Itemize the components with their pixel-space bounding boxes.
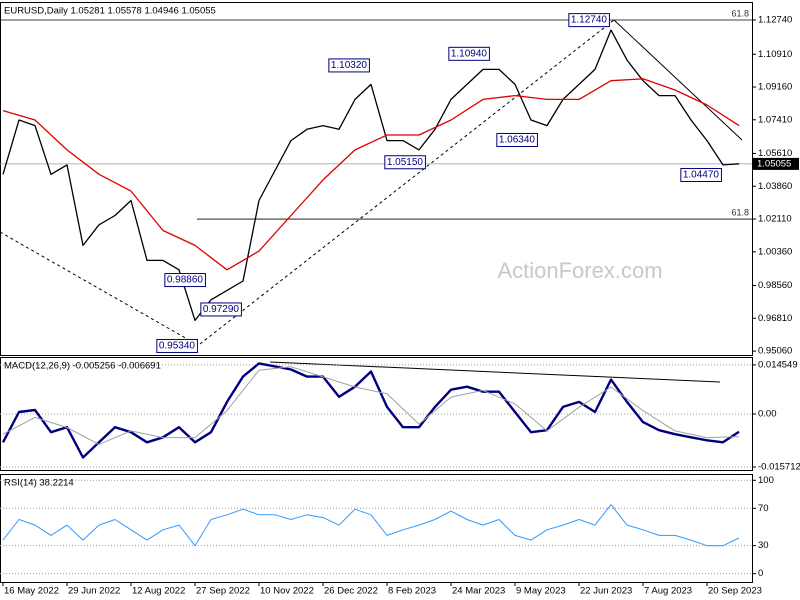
panel-frame <box>0 474 753 583</box>
y-tick-label: 0.98560 <box>758 280 792 291</box>
panel-title: RSI(14) 38.2214 <box>4 478 74 489</box>
annotation-box <box>680 167 722 182</box>
y-tick-label: 1.09160 <box>758 82 792 93</box>
annotation-label: 1.05150 <box>387 157 424 168</box>
y-tick-label: 30 <box>758 540 769 551</box>
y-tick-label: -0.015712 <box>758 462 800 473</box>
series-line <box>2 29 740 322</box>
x-tick-label: 26 Dec 2022 <box>324 586 378 597</box>
x-tick-label: 24 Mar 2023 <box>452 586 505 597</box>
y-tick-label: 1.03860 <box>758 181 792 192</box>
series-line <box>2 366 740 445</box>
annotation-box <box>568 13 610 28</box>
series-line <box>2 78 740 271</box>
annotation-label: 1.10320 <box>331 60 368 71</box>
trend-line <box>199 19 615 345</box>
annotation-label: 1.04470 <box>683 169 720 180</box>
level-label: 61.8 <box>731 8 749 18</box>
x-tick-label: 20 Sep 2023 <box>708 586 762 597</box>
annotation-box <box>448 46 490 61</box>
x-tick-label: 9 May 2023 <box>516 586 566 597</box>
y-tick-label: 100 <box>758 475 774 486</box>
trend-line <box>0 231 197 345</box>
watermark: ActionForex.com <box>497 258 662 283</box>
annotation-label: 1.06340 <box>499 134 536 145</box>
annotation-box <box>200 302 242 317</box>
annotation-label: 1.10940 <box>451 48 488 59</box>
panel-frame <box>0 2 753 356</box>
annotation-label: 1.12740 <box>571 15 608 26</box>
annotation-box <box>328 58 370 73</box>
y-tick-label: 70 <box>758 503 769 514</box>
y-tick-label: 1.12740 <box>758 14 792 25</box>
y-tick-label: 1.05610 <box>758 148 792 159</box>
annotation-label: 0.98860 <box>167 275 204 286</box>
panel-title: MACD(12,26,9) -0.005256 -0.006691 <box>4 361 161 372</box>
level-label: 61.8 <box>731 207 749 217</box>
last-price-label: 1.05055 <box>757 158 791 169</box>
annotation-box <box>164 273 206 288</box>
y-tick-label: 0.00 <box>758 409 777 420</box>
x-tick-label: 29 Jun 2022 <box>68 586 120 597</box>
annotation-label: 0.97290 <box>203 304 240 315</box>
y-tick-label: 1.02110 <box>758 214 792 225</box>
x-tick-label: 27 Sep 2022 <box>196 586 250 597</box>
x-tick-label: 10 Nov 2022 <box>260 586 314 597</box>
y-tick-label: 0.95060 <box>758 346 792 357</box>
x-tick-label: 7 Aug 2023 <box>644 586 692 597</box>
y-tick-label: 0.014549 <box>758 359 798 370</box>
series-line <box>2 504 740 547</box>
y-tick-label: 1.10910 <box>758 49 792 60</box>
x-tick-label: 16 May 2022 <box>4 586 59 597</box>
y-tick-label: 0 <box>758 568 763 579</box>
x-tick-label: 8 Feb 2023 <box>388 586 436 597</box>
x-tick-label: 12 Aug 2022 <box>132 586 185 597</box>
last-price-tag <box>753 157 799 170</box>
annotation-box <box>384 155 426 170</box>
y-tick-label: 1.07410 <box>758 114 792 125</box>
y-tick-label: 1.00360 <box>758 246 792 257</box>
series-line <box>1 362 740 459</box>
trend-line <box>613 19 743 141</box>
annotation-box <box>496 132 538 147</box>
x-tick-label: 22 Jun 2023 <box>580 586 632 597</box>
y-tick-label: 0.96810 <box>758 313 792 324</box>
annotation-box <box>156 338 198 353</box>
annotation-label: 0.95340 <box>159 340 196 351</box>
panel-title: EURUSD,Daily 1.05281 1.05578 1.04946 1.0… <box>4 6 216 17</box>
